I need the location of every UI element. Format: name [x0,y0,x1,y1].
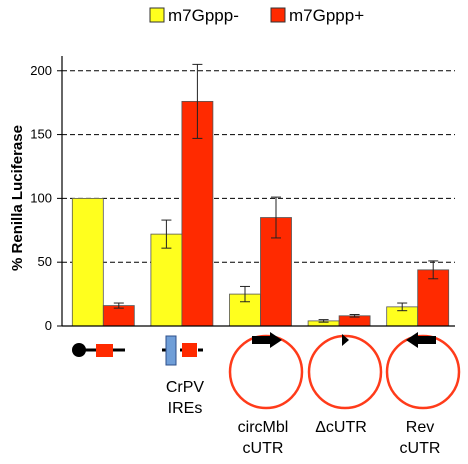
y-tick-label: 200 [30,63,52,78]
y-tick-label: 150 [30,127,52,142]
circular-rna-deleted-icon [307,334,383,410]
construct-diagrams [72,332,461,410]
circular-rna-forward-icon [228,332,304,410]
category-labels: CrPV IREs circMbl cUTR ΔcUTR Rev cUTR [166,379,441,457]
category-label: IREs [168,400,203,417]
error-bars [113,63,439,323]
y-tick-label: 100 [30,190,52,205]
y-tick-label: 0 [45,318,52,333]
bar [150,233,183,327]
grid-lines [62,70,455,263]
legend-swatch [270,7,286,23]
y-axis-title: % Renilla Luciferase [9,125,26,271]
circular-rna-reverse-icon [385,332,461,410]
category-label: Rev [406,419,434,436]
category-label: cUTR [243,440,284,457]
bars [71,100,450,327]
legend-swatch [149,7,165,23]
legend-label: m7Gppp+ [289,6,364,25]
category-label: ΔcUTR [315,419,367,436]
bar [102,305,135,327]
legend-label: m7Gppp- [168,6,239,25]
category-label: circMbl [238,419,289,436]
y-tick-label: 50 [38,254,52,269]
ires-reporter-icon [162,335,203,366]
y-tick-labels: 0 50 100 150 200 [30,63,52,333]
capped-reporter-icon [72,343,125,357]
axes [57,56,455,327]
bar [71,197,104,327]
category-label: CrPV [166,379,205,396]
legend: m7Gppp-m7Gppp+ [149,6,364,25]
category-label: cUTR [400,440,441,457]
